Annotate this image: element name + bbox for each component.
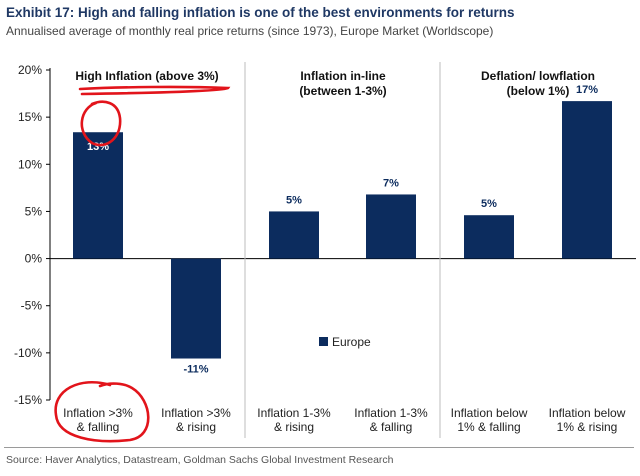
group-title: (below 1%) [507,84,570,98]
bar [464,215,514,259]
category-label: Inflation below [549,406,626,420]
data-label: -11% [183,364,208,376]
y-tick-label: 20% [18,63,42,77]
bar [171,258,221,359]
category-label: 1% & falling [457,420,520,434]
legend-label: Europe [332,335,371,349]
group-title: Deflation/ lowflation [481,69,595,83]
underline-annotation [78,85,231,96]
y-tick-label: 0% [25,252,43,266]
data-label: 7% [383,177,399,189]
y-tick-label: 5% [25,204,43,218]
legend-swatch [319,337,328,346]
category-label: & falling [77,420,120,434]
bar [562,101,612,259]
bar [366,194,416,259]
y-tick-label: 15% [18,110,42,124]
category-label: & rising [176,420,216,434]
chart-title: Exhibit 17: High and falling inflation i… [6,5,515,20]
category-label: Inflation 1-3% [354,406,428,420]
circle-annotation [54,380,150,443]
category-label: 1% & rising [557,420,618,434]
category-label: Inflation >3% [63,406,133,420]
group-title: Inflation in-line [300,69,386,83]
data-label: 17% [576,84,598,96]
bar [73,132,123,259]
data-label: 5% [286,194,302,206]
data-label: 5% [481,198,497,210]
circle-annotation [80,100,122,147]
y-tick-label: 10% [18,157,42,171]
chart-subtitle: Annualised average of monthly real price… [6,24,494,38]
group-title: High Inflation (above 3%) [75,69,218,83]
y-tick-label: -5% [21,299,43,313]
category-label: & rising [274,420,314,434]
bar [269,211,319,259]
category-label: Inflation >3% [161,406,231,420]
y-tick-label: -15% [14,393,42,407]
category-label: Inflation 1-3% [257,406,331,420]
source-divider [4,447,634,448]
group-title: (between 1-3%) [299,84,386,98]
category-label: Inflation below [451,406,528,420]
source-note: Source: Haver Analytics, Datastream, Gol… [6,454,394,466]
y-tick-label: -10% [14,346,42,360]
category-label: & falling [370,420,413,434]
